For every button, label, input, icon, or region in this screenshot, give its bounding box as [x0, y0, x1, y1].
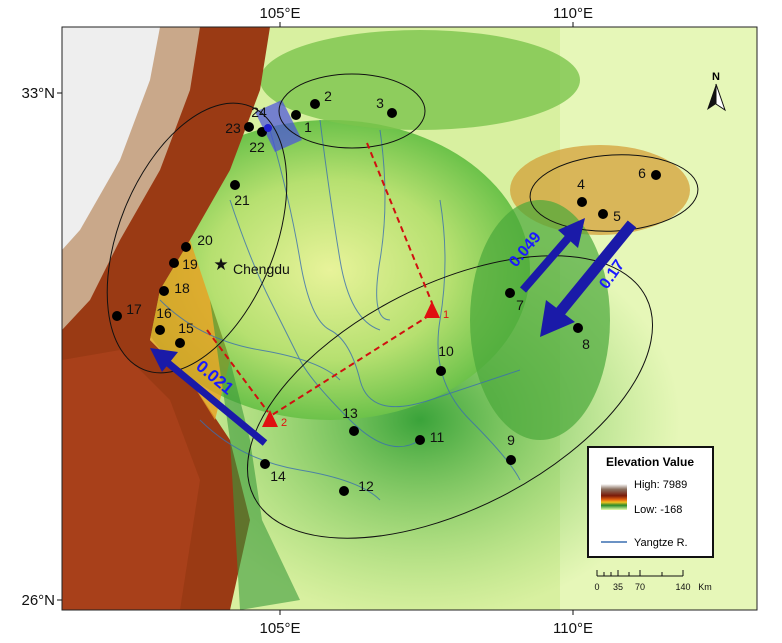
scale-tick-0: 0	[594, 582, 599, 592]
scale-tick-140: 140	[675, 582, 690, 592]
site-marker-7	[505, 288, 515, 298]
legend-elevation-swatch	[601, 484, 627, 510]
city-label-chengdu: Chengdu	[233, 261, 290, 277]
site-label-9: 9	[507, 432, 515, 448]
site-label-10: 10	[438, 343, 454, 359]
scale-bar: 0 35 70 140 Km	[594, 570, 712, 592]
site-marker-4	[577, 197, 587, 207]
yangtze-rivers	[159, 119, 521, 501]
site-marker-1	[291, 110, 301, 120]
site-marker-8	[573, 323, 583, 333]
site-marker-18	[159, 286, 169, 296]
site-label-23: 23	[225, 120, 241, 136]
lon-label-105-top: 105°E	[259, 5, 300, 22]
north-arrow-icon: N	[707, 71, 726, 112]
legend-title: Elevation Value	[606, 455, 694, 469]
scale-unit: Km	[698, 582, 712, 592]
site-marker-23	[244, 122, 254, 132]
site-label-11: 11	[430, 429, 445, 445]
site-label-22: 22	[249, 139, 265, 155]
ellipse-north	[278, 73, 426, 149]
site-marker-9	[506, 455, 516, 465]
highlight-region	[255, 100, 302, 152]
terrain	[62, 27, 757, 610]
site-label-12: 12	[358, 478, 374, 494]
site-label-7: 7	[516, 297, 524, 313]
site-marker-3	[387, 108, 397, 118]
site-marker-17	[112, 311, 122, 321]
profile-lines	[206, 142, 433, 416]
site-marker-14	[260, 459, 270, 469]
site-marker-10	[436, 366, 446, 376]
ellipse-east	[529, 154, 699, 232]
lon-label-110-top: 110°E	[553, 5, 593, 22]
triangle-markers: 1 2	[262, 301, 449, 429]
site-label-18: 18	[174, 280, 190, 296]
site-marker-21	[230, 180, 240, 190]
legend-low: Low: -168	[634, 504, 682, 516]
chengdu-star-icon: ★	[213, 255, 228, 274]
legend: Elevation Value High: 7989 Low: -168 Yan…	[587, 446, 714, 558]
site-marker-13	[349, 426, 359, 436]
site-label-24: 24	[251, 104, 267, 120]
site-label-3: 3	[376, 95, 384, 111]
site-label-13: 13	[342, 405, 358, 421]
scale-tick-70: 70	[635, 582, 645, 592]
lat-label-26: 26°N	[21, 592, 55, 609]
site-marker-15	[175, 338, 185, 348]
site-label-6: 6	[638, 165, 646, 181]
axes: 33°N 26°N 105°E 110°E 105°E 110°E	[21, 5, 592, 637]
site-label-4: 4	[577, 176, 585, 192]
north-label: N	[712, 71, 720, 83]
site-label-16: 16	[156, 305, 172, 321]
site-marker-11	[415, 435, 425, 445]
site-label-20: 20	[197, 232, 213, 248]
lat-label-33: 33°N	[21, 85, 55, 102]
site-label-1: 1	[304, 119, 312, 135]
site-label-8: 8	[582, 336, 590, 352]
site-marker-12	[339, 486, 349, 496]
site-label-2: 2	[324, 88, 332, 104]
site-marker-16	[155, 325, 165, 335]
site-label-17: 17	[126, 301, 142, 317]
site-marker-5	[598, 209, 608, 219]
triangle-label-2: 2	[281, 417, 287, 429]
ellipse-south	[246, 255, 654, 539]
legend-river: Yangtze R.	[634, 537, 688, 549]
lon-label-110-bottom: 110°E	[553, 620, 593, 637]
triangle-2	[262, 410, 278, 427]
legend-high: High: 7989	[634, 479, 687, 491]
ellipse-west	[106, 102, 288, 374]
site-label-15: 15	[178, 320, 194, 336]
map-frame	[61, 26, 758, 611]
site-marker-19	[169, 258, 179, 268]
lon-label-105-bottom: 105°E	[259, 620, 300, 637]
triangle-label-1: 1	[443, 309, 449, 321]
site-label-19: 19	[182, 256, 198, 272]
triangle-1	[424, 301, 440, 318]
site-label-21: 21	[234, 192, 250, 208]
site-marker-24	[264, 124, 272, 132]
site-label-14: 14	[270, 468, 286, 484]
site-marker-6	[651, 170, 661, 180]
site-label-5: 5	[613, 208, 621, 224]
scale-tick-35: 35	[613, 582, 623, 592]
site-marker-2	[310, 99, 320, 109]
cluster-ellipses	[106, 73, 699, 539]
site-marker-20	[181, 242, 191, 252]
